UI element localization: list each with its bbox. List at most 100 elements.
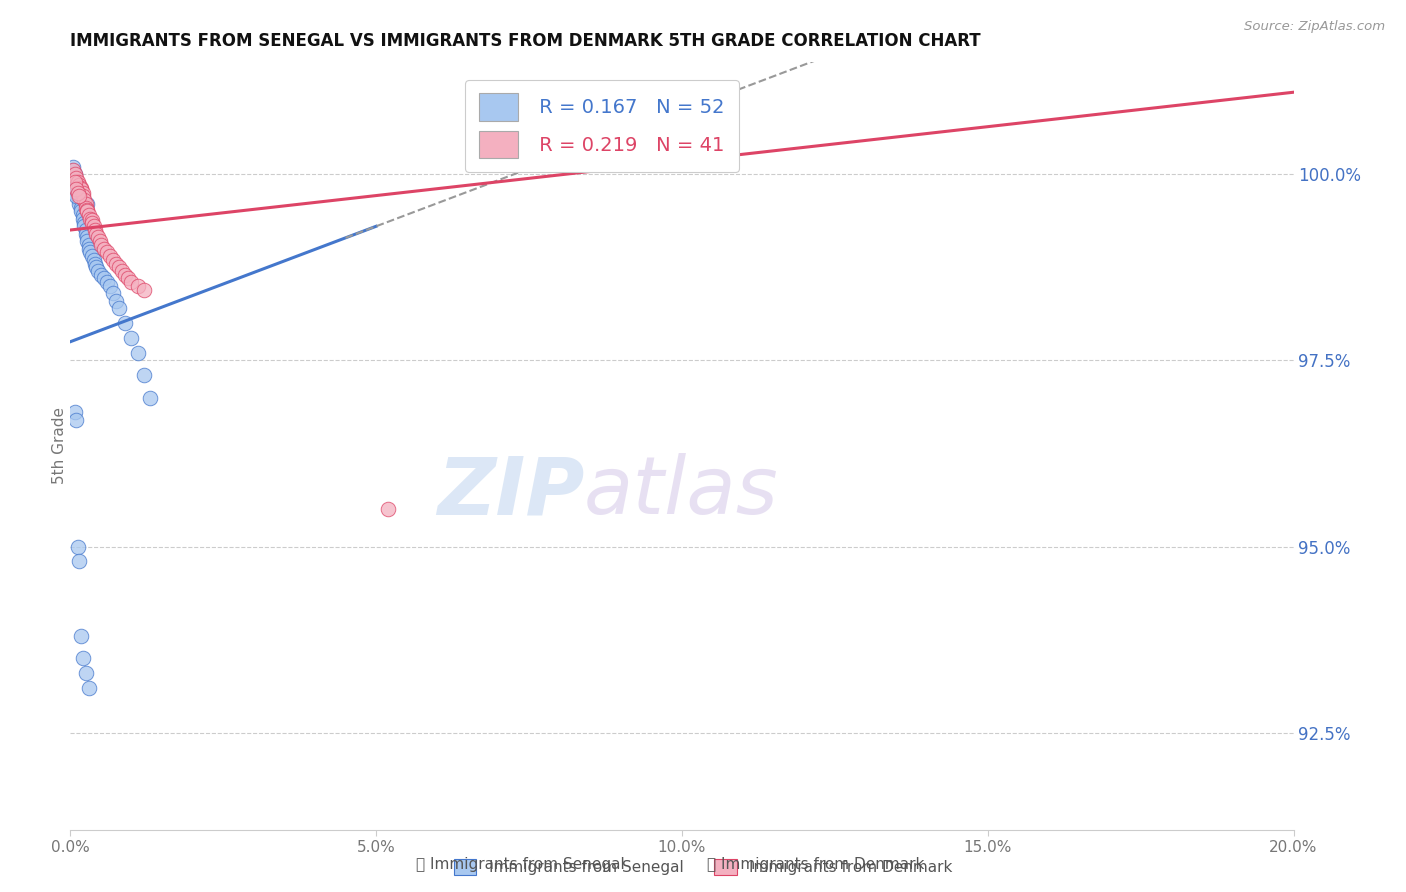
Point	[108, 260, 131, 275]
Point	[76, 204, 98, 219]
Point	[63, 182, 86, 196]
Point	[75, 223, 97, 237]
Legend: Immigrants from Senegal, Immigrants from Denmark: Immigrants from Senegal, Immigrants from…	[447, 854, 959, 881]
Point	[72, 189, 94, 203]
Point	[65, 413, 87, 427]
Point	[93, 242, 115, 256]
Point	[65, 189, 87, 203]
Point	[70, 629, 93, 643]
Point	[69, 201, 91, 215]
Point	[77, 681, 100, 695]
Point	[127, 278, 149, 293]
Point	[70, 182, 93, 196]
Text: ⬜ Immigrants from Denmark: ⬜ Immigrants from Denmark	[707, 857, 924, 872]
Point	[77, 208, 100, 222]
Point	[75, 201, 97, 215]
Point	[87, 230, 110, 244]
Text: atlas: atlas	[583, 453, 779, 531]
Point	[79, 245, 101, 260]
Text: Source: ZipAtlas.com: Source: ZipAtlas.com	[1244, 20, 1385, 33]
Point	[89, 234, 111, 248]
Point	[75, 227, 97, 241]
Point	[62, 163, 84, 178]
Point	[69, 193, 91, 207]
Point	[65, 170, 87, 185]
Y-axis label: 5th Grade: 5th Grade	[52, 408, 66, 484]
Point	[108, 301, 131, 316]
Point	[139, 391, 162, 405]
Point	[80, 249, 103, 263]
Point	[101, 286, 124, 301]
Point	[63, 405, 86, 419]
Text: ZIP: ZIP	[437, 453, 583, 531]
Point	[96, 245, 118, 260]
Point	[66, 540, 89, 554]
Point	[73, 219, 96, 234]
Point	[63, 175, 86, 189]
Point	[69, 178, 91, 193]
Point	[76, 234, 98, 248]
Point	[63, 175, 86, 189]
Point	[77, 238, 100, 252]
Point	[127, 346, 149, 360]
Point	[62, 163, 84, 178]
Point	[75, 197, 97, 211]
Point	[121, 275, 143, 289]
Point	[62, 175, 84, 189]
Point	[76, 230, 98, 244]
Point	[96, 275, 118, 289]
Point	[72, 211, 94, 226]
Point	[76, 197, 98, 211]
Point	[80, 213, 103, 227]
Point	[73, 216, 96, 230]
Point	[63, 167, 86, 181]
Point	[73, 193, 96, 207]
Point	[65, 182, 87, 196]
Point	[105, 293, 128, 308]
Point	[101, 252, 124, 267]
Text: IMMIGRANTS FROM SENEGAL VS IMMIGRANTS FROM DENMARK 5TH GRADE CORRELATION CHART: IMMIGRANTS FROM SENEGAL VS IMMIGRANTS FR…	[70, 32, 981, 50]
Point	[132, 283, 155, 297]
Point	[72, 208, 94, 222]
Point	[69, 189, 91, 203]
Point	[114, 316, 136, 330]
Point	[72, 186, 94, 200]
Point	[83, 252, 105, 267]
Point	[84, 227, 107, 241]
Point	[105, 256, 128, 270]
Point	[114, 268, 136, 282]
Point	[121, 331, 143, 345]
Point	[83, 219, 105, 234]
Point	[65, 182, 87, 196]
Point	[132, 368, 155, 383]
Point	[63, 167, 86, 181]
Point	[80, 216, 103, 230]
Point	[87, 264, 110, 278]
Point	[93, 271, 115, 285]
Point	[98, 249, 121, 263]
Point	[76, 202, 98, 217]
Point	[90, 268, 112, 282]
Point	[62, 160, 84, 174]
Point	[69, 197, 91, 211]
Point	[83, 223, 105, 237]
Point	[77, 242, 100, 256]
Point	[72, 651, 94, 665]
Point	[67, 189, 90, 203]
Point	[66, 186, 89, 200]
Point	[98, 278, 121, 293]
Point	[69, 180, 91, 194]
Point	[66, 186, 89, 200]
Point	[66, 175, 89, 189]
Point	[111, 264, 134, 278]
Text: ⬜ Immigrants from Senegal: ⬜ Immigrants from Senegal	[416, 857, 624, 872]
Point	[83, 256, 105, 270]
Point	[79, 211, 101, 226]
Point	[75, 666, 97, 681]
Point	[65, 178, 87, 193]
Point	[117, 271, 139, 285]
Point	[90, 238, 112, 252]
Point	[377, 502, 399, 516]
Point	[70, 204, 93, 219]
Legend:  R = 0.167   N = 52,  R = 0.219   N = 41: R = 0.167 N = 52, R = 0.219 N = 41	[465, 79, 738, 172]
